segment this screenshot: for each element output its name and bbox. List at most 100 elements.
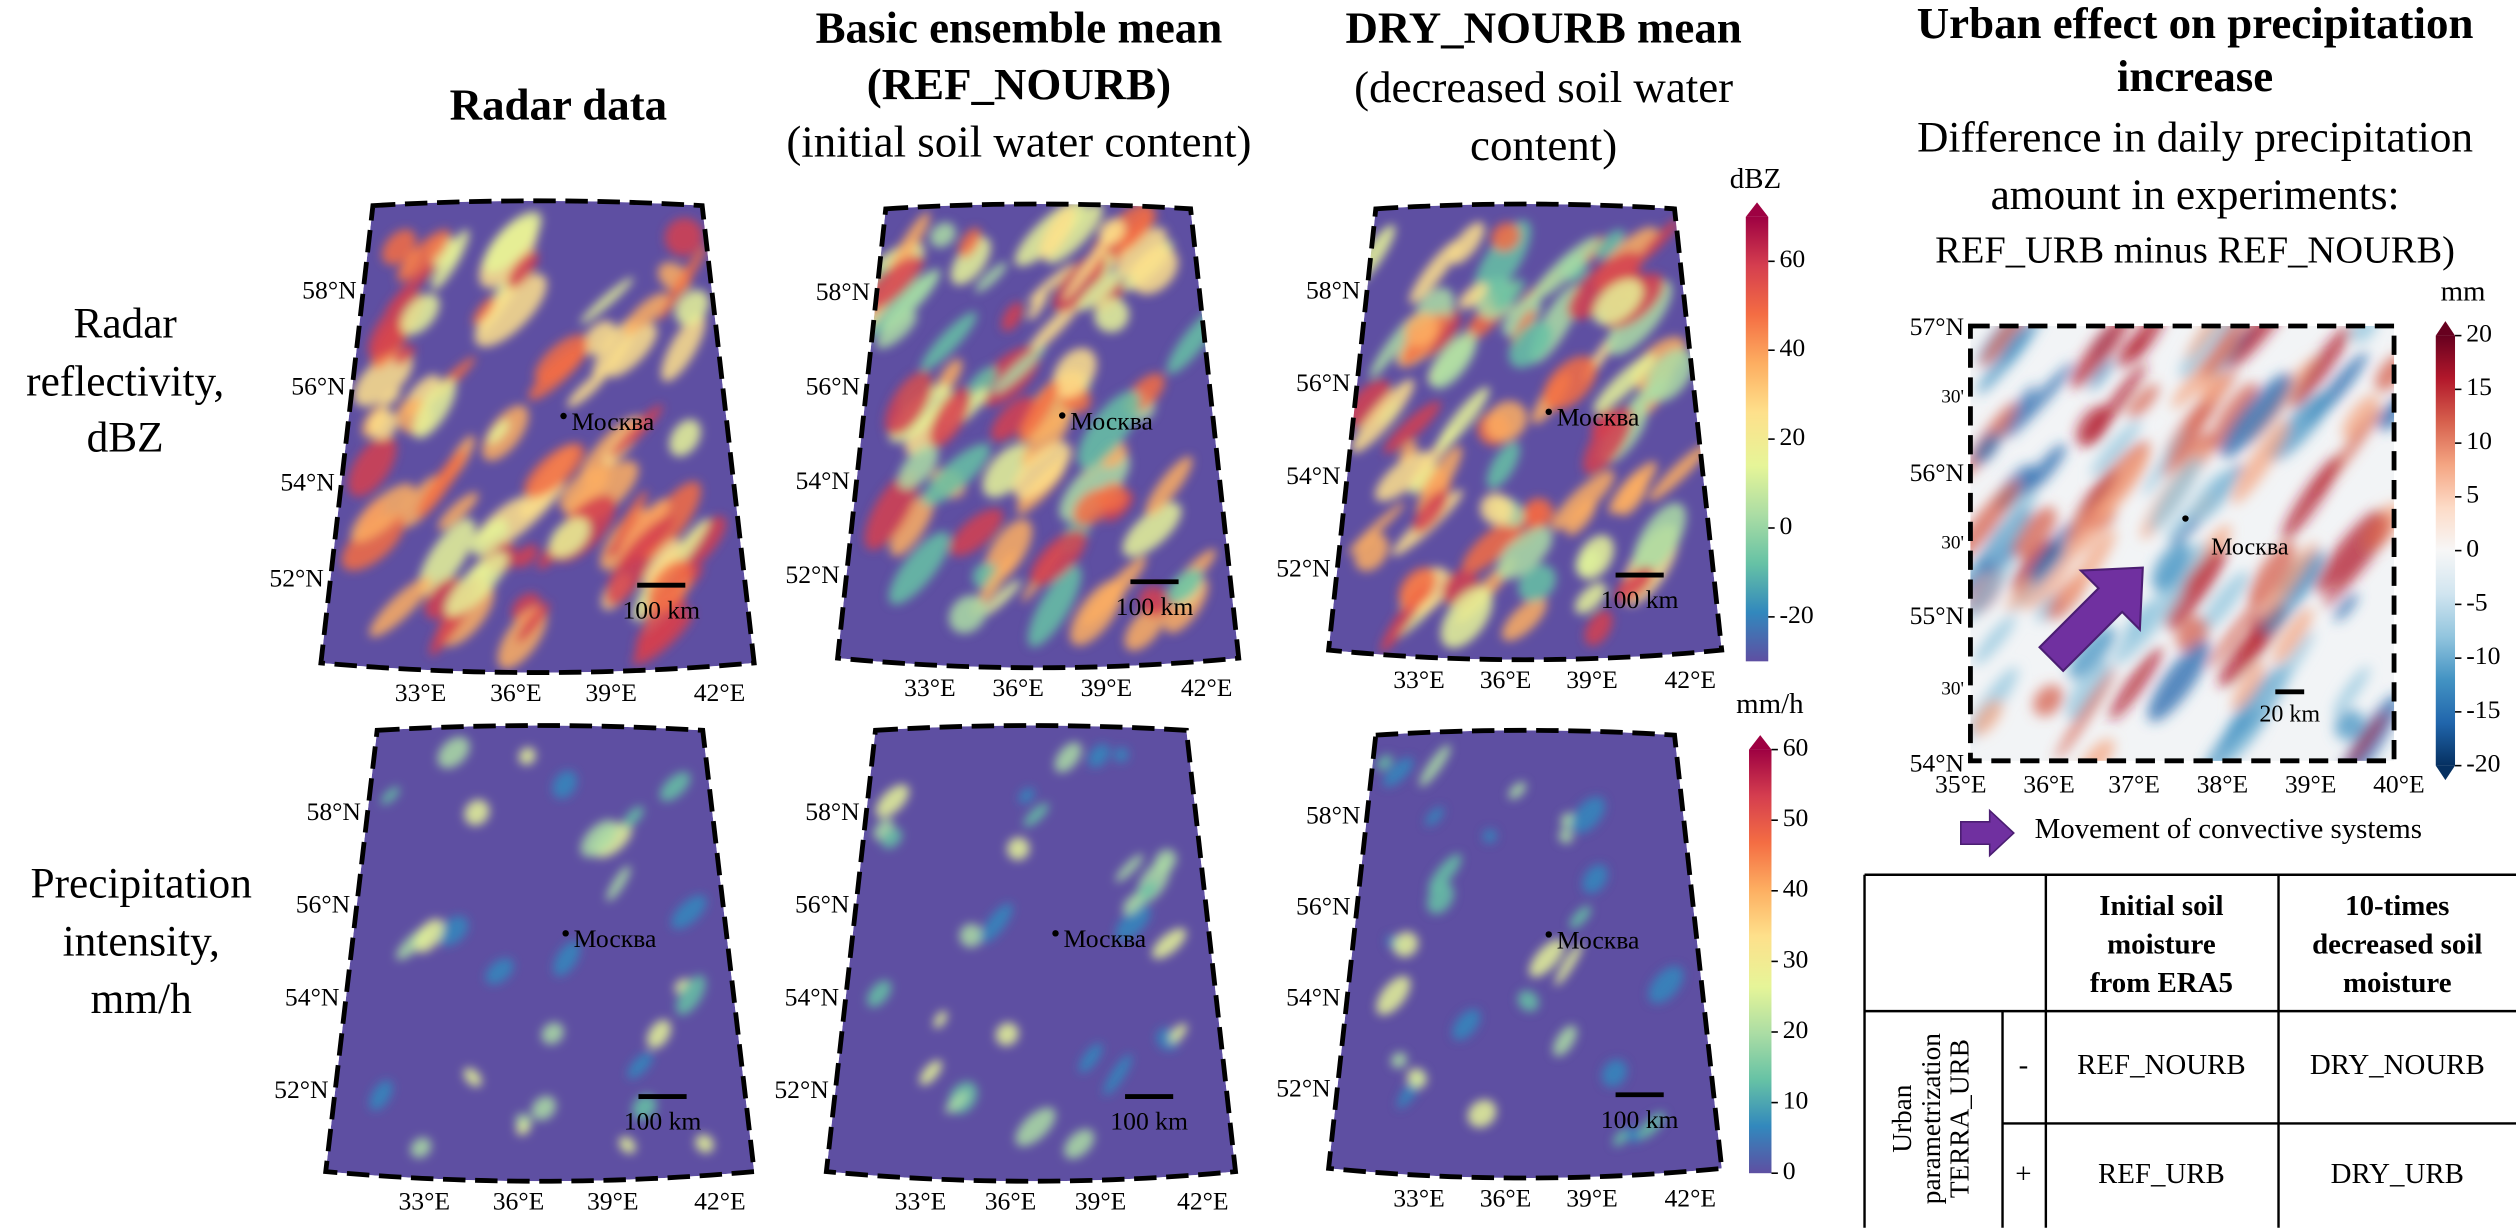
precip-cell: [1425, 806, 1444, 827]
precip-cell: [897, 445, 939, 490]
precip-cell: [1375, 451, 1432, 502]
lat-label: 30': [1941, 533, 1964, 554]
precip-field: [341, 211, 727, 669]
table-header: 10-times: [2345, 890, 2449, 922]
map-panel: [325, 725, 755, 1182]
table-header: from ERA5: [2090, 967, 2233, 999]
precip-cell: [1122, 893, 1144, 915]
precip-cell: [516, 602, 550, 643]
lat-label: 54°N: [280, 467, 334, 496]
lon-label: 36°E: [493, 1187, 545, 1216]
difference-cell: [2090, 419, 2142, 477]
precip-cell: [416, 449, 467, 519]
lon-label: 36°E: [1480, 665, 1532, 694]
panel-subtitle: amount in experiments:: [1991, 171, 2400, 219]
precip-cell: [1558, 829, 1573, 844]
precip-cell: [646, 1019, 672, 1049]
legend-label: Movement of convective systems: [2035, 813, 2422, 845]
precip-cell: [1428, 853, 1462, 893]
precip-cell: [1077, 390, 1141, 469]
difference-cell: [2267, 391, 2331, 462]
precip-cell: [381, 229, 417, 265]
lon-label: 39°E: [1081, 673, 1133, 702]
precip-cell: [1480, 493, 1514, 526]
lat-label: 56°N: [806, 371, 860, 400]
scale-label: 20 km: [2259, 701, 2320, 727]
precip-cell: [674, 289, 710, 326]
precip-cell: [1637, 1112, 1666, 1140]
precip-cell: [1045, 204, 1104, 264]
row-label: mm/h: [91, 975, 192, 1023]
precip-cell: [471, 518, 509, 557]
precip-cell: [518, 747, 536, 765]
lon-label: 33°E: [1393, 1183, 1445, 1212]
precip-cell: [1369, 314, 1417, 378]
lat-label: 58°N: [1306, 800, 1360, 829]
lon-label: 42°E: [1664, 665, 1716, 694]
lon-label: 42°E: [1177, 1187, 1229, 1216]
lat-label: 52°N: [785, 560, 839, 589]
difference-cell: [2260, 541, 2318, 621]
difference-cell: [2231, 419, 2289, 505]
precip-cell: [929, 222, 956, 248]
precip-cell: [1115, 227, 1167, 278]
colorbar-tick-label: 20: [2466, 318, 2492, 347]
precip-cell: [483, 211, 542, 274]
precip-cell: [393, 345, 415, 366]
precip-cell: [959, 923, 983, 948]
precip-cell: [1436, 386, 1490, 452]
column-title: Radar data: [450, 80, 668, 130]
precip-cell: [1098, 482, 1128, 512]
precip-cell: [1508, 321, 1553, 368]
lat-label: 52°N: [274, 1075, 328, 1104]
colorbar-tick-label: 60: [1779, 244, 1805, 273]
difference-cell: [2150, 456, 2202, 532]
precip-cell: [1027, 292, 1048, 321]
precip-cell: [1490, 222, 1521, 252]
lon-label: 39°E: [2285, 769, 2337, 798]
precip-cell: [534, 334, 588, 383]
precip-cell: [627, 1051, 654, 1079]
precip-cell: [623, 292, 669, 336]
colorbar-tick-label: -10: [2466, 641, 2500, 670]
precip-cell: [410, 1137, 432, 1158]
lon-label: 42°E: [1181, 673, 1233, 702]
lat-label: 54°N: [285, 982, 339, 1011]
precip-cell: [1645, 348, 1694, 402]
precip-cell: [875, 784, 910, 818]
precip-cell: [1543, 355, 1597, 410]
colorbar: [2435, 335, 2456, 766]
precip-cell: [502, 479, 566, 544]
city-label: Москва: [1070, 406, 1153, 435]
precip-cell: [864, 471, 918, 550]
precip-cell: [1398, 567, 1437, 609]
precip-cell: [1115, 904, 1151, 941]
lon-label: 33°E: [395, 678, 447, 707]
precip-cell: [369, 576, 432, 638]
precip-cell: [1416, 445, 1463, 516]
colorbar-tick-label: 15: [2466, 372, 2492, 401]
difference-cell: [2333, 666, 2370, 716]
difference-cell: [2291, 325, 2352, 409]
precip-cell: [464, 799, 490, 826]
precip-cell: [507, 250, 539, 289]
difference-cell: [2021, 546, 2076, 610]
precip-cell: [1077, 270, 1122, 311]
precip-cell: [1569, 905, 1592, 929]
precip-field: [854, 204, 1222, 651]
precip-cell: [368, 408, 398, 440]
precip-cell: [396, 229, 451, 282]
precip-cell: [661, 313, 706, 382]
difference-cell: [2341, 394, 2380, 440]
difference-cell: [2147, 640, 2210, 722]
precip-cell: [888, 531, 950, 605]
column-title: DRY_NOURB mean: [1345, 3, 1741, 53]
precip-cell: [1007, 837, 1030, 861]
colorbar: [1745, 216, 1769, 662]
lat-label: 56°N: [1296, 891, 1350, 920]
lon-label: 35°E: [1935, 769, 1987, 798]
precip-cell: [880, 268, 941, 333]
lat-label: 57°N: [1910, 312, 1964, 341]
colorbar-tick-label: -15: [2466, 695, 2500, 724]
precip-cell: [1613, 1129, 1630, 1147]
